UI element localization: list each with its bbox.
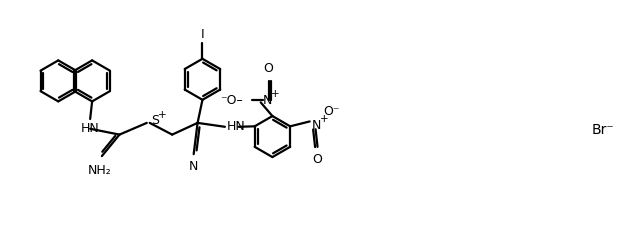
- Text: +: +: [319, 114, 328, 123]
- Text: +: +: [157, 110, 166, 120]
- Text: O: O: [312, 153, 323, 166]
- Text: S: S: [150, 114, 159, 128]
- Text: HN: HN: [81, 122, 100, 135]
- Text: ⁻O–: ⁻O–: [220, 94, 243, 107]
- Text: +: +: [271, 89, 279, 99]
- Text: N: N: [189, 160, 198, 173]
- Text: I: I: [201, 28, 204, 41]
- Text: N: N: [262, 94, 272, 107]
- Text: HN: HN: [227, 120, 246, 133]
- Text: O: O: [264, 62, 273, 75]
- Text: Br⁻: Br⁻: [592, 123, 614, 137]
- Text: O⁻: O⁻: [323, 105, 340, 118]
- Text: N: N: [312, 119, 321, 132]
- Text: NH₂: NH₂: [88, 164, 112, 177]
